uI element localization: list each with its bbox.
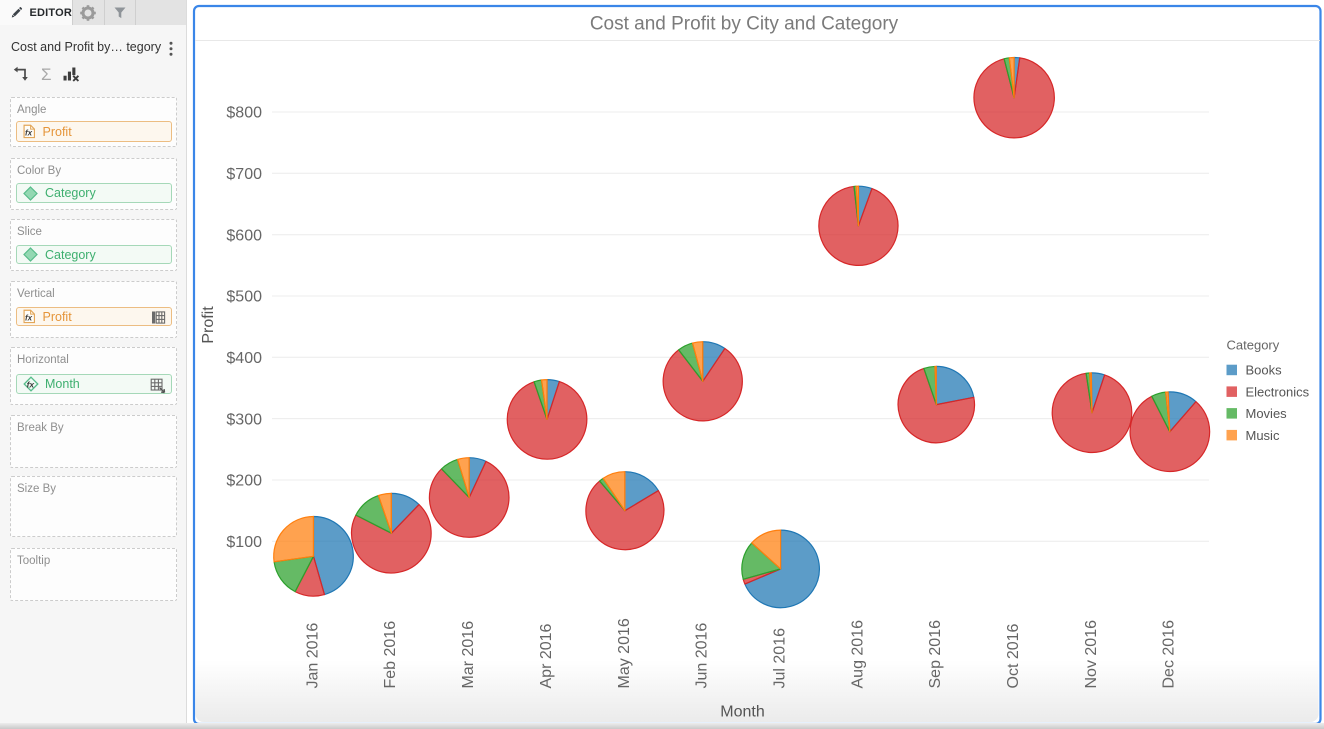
svg-text:fx: fx (25, 314, 33, 323)
svg-text:fx: fx (27, 379, 36, 389)
svg-text:Cost and Profit by City and Ca: Cost and Profit by City and Category (590, 14, 899, 35)
svg-text:$600: $600 (226, 227, 262, 244)
svg-text:$300: $300 (226, 411, 262, 428)
svg-text:Music: Music (1246, 428, 1280, 443)
svg-text:Jun 2016: Jun 2016 (694, 623, 711, 689)
svg-text:Jul 2016: Jul 2016 (771, 628, 788, 689)
svg-text:May 2016: May 2016 (616, 618, 633, 688)
svg-text:fx: fx (25, 129, 33, 138)
svg-text:Movies: Movies (1246, 406, 1288, 421)
svg-text:Category: Category (1227, 338, 1280, 353)
svg-text:$100: $100 (226, 534, 262, 551)
svg-text:Feb 2016: Feb 2016 (382, 621, 399, 689)
svg-text:Profit: Profit (200, 306, 217, 344)
svg-text:$700: $700 (226, 166, 262, 183)
svg-text:Books: Books (1246, 363, 1283, 378)
svg-text:Sep 2016: Sep 2016 (927, 620, 944, 689)
svg-text:Mar 2016: Mar 2016 (460, 621, 477, 689)
svg-text:Aug 2016: Aug 2016 (849, 620, 866, 689)
svg-text:Electronics: Electronics (1246, 384, 1310, 399)
svg-text:$500: $500 (226, 289, 262, 306)
svg-text:Apr 2016: Apr 2016 (538, 623, 555, 688)
svg-text:$200: $200 (226, 473, 262, 490)
svg-text:Month: Month (720, 704, 764, 721)
svg-text:$800: $800 (226, 105, 262, 122)
svg-text:$400: $400 (226, 350, 262, 367)
svg-text:Jan 2016: Jan 2016 (304, 623, 321, 689)
svg-text:Nov 2016: Nov 2016 (1083, 620, 1100, 689)
svg-text:Dec 2016: Dec 2016 (1161, 620, 1178, 689)
svg-text:Oct 2016: Oct 2016 (1005, 623, 1022, 688)
